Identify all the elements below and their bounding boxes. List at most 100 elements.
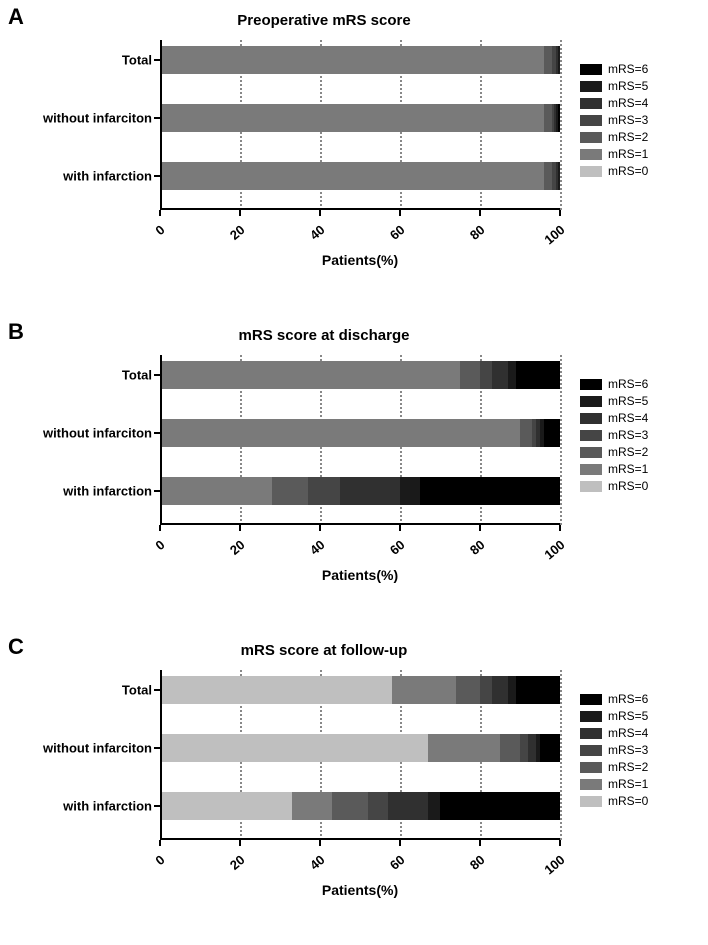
legend-item: mRS=6 [580,377,648,391]
bar-segment-mrs5 [428,792,440,820]
bar-segment-mrs5 [508,361,516,389]
x-axis-label: Patients(%) [160,252,560,268]
x-tick-label: 0 [152,852,167,868]
legend-swatch [580,796,602,807]
legend-label: mRS=6 [608,62,648,76]
x-tick-label: 80 [467,537,488,558]
bar-segment-mrs1 [160,477,272,505]
bar-segment-mrs1 [428,734,500,762]
y-axis [160,670,162,840]
legend-swatch [580,762,602,773]
bar-row [160,104,560,132]
legend-item: mRS=1 [580,147,648,161]
x-tick [159,840,161,846]
legend-item: mRS=4 [580,726,648,740]
bar-segment-mrs4 [340,477,400,505]
bar-segment-mrs4 [388,792,428,820]
legend-label: mRS=5 [608,79,648,93]
y-category-label: without infarciton [43,426,160,441]
bar-segment-mrs2 [544,104,552,132]
legend-swatch [580,481,602,492]
x-tick [479,525,481,531]
legend-label: mRS=2 [608,760,648,774]
x-tick [159,210,161,216]
y-category-label: Total [122,683,160,698]
x-axis [160,523,560,525]
legend-item: mRS=5 [580,394,648,408]
x-tick-label: 100 [541,852,567,877]
bar-segment-mrs4 [528,734,536,762]
bar-segment-mrs1 [160,104,544,132]
legend-swatch [580,728,602,739]
legend-item: mRS=1 [580,462,648,476]
legend-swatch [580,166,602,177]
x-tick [399,210,401,216]
bar-segment-mrs6 [540,734,560,762]
x-tick [319,840,321,846]
legend-label: mRS=1 [608,462,648,476]
bar-segment-mrs1 [392,676,456,704]
x-tick [399,525,401,531]
bar-segment-mrs5 [508,676,516,704]
legend-swatch [580,447,602,458]
legend: mRS=6mRS=5mRS=4mRS=3mRS=2mRS=1mRS=0 [580,377,648,496]
legend-item: mRS=1 [580,777,648,791]
x-tick-label: 80 [467,222,488,243]
x-tick [559,840,561,846]
legend-swatch [580,81,602,92]
bar-segment-mrs3 [368,792,388,820]
x-tick [559,525,561,531]
y-category-label: without infarciton [43,111,160,126]
legend-label: mRS=4 [608,96,648,110]
legend-swatch [580,694,602,705]
legend-item: mRS=2 [580,130,648,144]
x-tick [559,210,561,216]
legend-swatch [580,464,602,475]
legend-swatch [580,98,602,109]
bar-segment-mrs5 [400,477,420,505]
bar-segment-mrs2 [332,792,368,820]
legend-item: mRS=6 [580,62,648,76]
bar-segment-mrs6 [558,104,560,132]
bar-segment-mrs6 [440,792,560,820]
bar-segment-mrs1 [160,46,544,74]
x-tick [319,210,321,216]
y-category-label: with infarction [63,799,160,814]
bar-row [160,676,560,704]
plot-area: Totalwithout infarcitonwith infarction02… [160,670,560,840]
legend-swatch [580,132,602,143]
x-axis-label: Patients(%) [160,567,560,583]
bar-segment-mrs5 [558,162,560,190]
bar-segment-mrs1 [292,792,332,820]
legend-item: mRS=0 [580,794,648,808]
x-axis-label: Patients(%) [160,882,560,898]
x-tick [239,840,241,846]
legend: mRS=6mRS=5mRS=4mRS=3mRS=2mRS=1mRS=0 [580,692,648,811]
x-tick [239,210,241,216]
legend-label: mRS=1 [608,777,648,791]
gridline [560,670,562,840]
legend-label: mRS=5 [608,394,648,408]
bar-segment-mrs0 [160,734,428,762]
x-tick [399,840,401,846]
y-category-label: without infarciton [43,741,160,756]
legend-label: mRS=0 [608,794,648,808]
bar-segment-mrs2 [520,419,532,447]
bar-row [160,46,560,74]
plot-area: Totalwithout infarcitonwith infarction02… [160,40,560,210]
x-tick [479,210,481,216]
panel-title: mRS score at discharge [0,327,678,344]
legend-label: mRS=4 [608,726,648,740]
x-tick-label: 0 [152,537,167,553]
legend-item: mRS=0 [580,479,648,493]
bar-segment-mrs6 [544,419,560,447]
legend-swatch [580,115,602,126]
panel-title: mRS score at follow-up [0,642,678,659]
x-tick-label: 20 [227,222,248,243]
bar-segment-mrs1 [160,419,520,447]
x-tick [479,840,481,846]
bar-segment-mrs2 [272,477,308,505]
legend-swatch [580,711,602,722]
legend-item: mRS=2 [580,760,648,774]
bar-row [160,419,560,447]
